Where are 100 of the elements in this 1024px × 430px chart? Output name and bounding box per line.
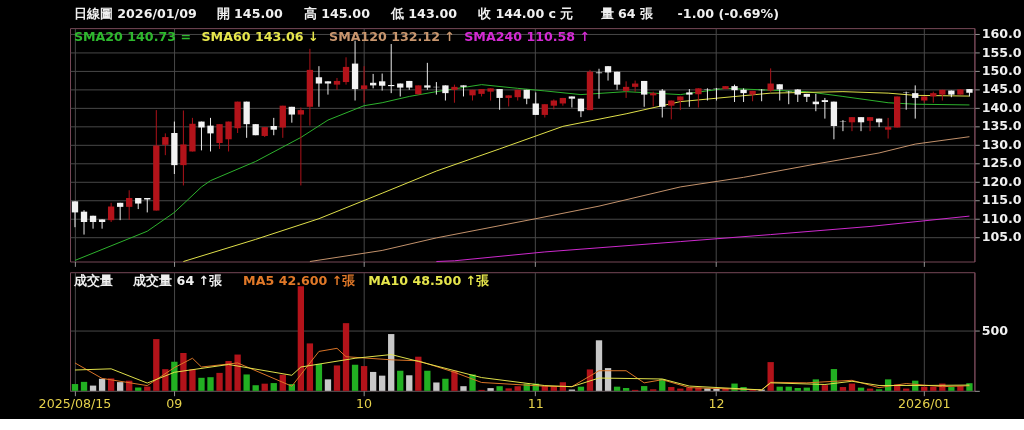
bar (622, 387, 630, 391)
bar (360, 366, 368, 391)
bar (424, 370, 431, 391)
candlestick (180, 110, 187, 186)
x-tick-label: 09 (166, 395, 183, 411)
candlestick (342, 56, 350, 86)
text: MA5 42.600 ↑張 (243, 272, 357, 288)
bar (794, 387, 801, 391)
candlestick (496, 88, 503, 111)
candlestick (207, 117, 214, 152)
candlestick (198, 121, 205, 151)
candlestick (622, 80, 630, 99)
candlestick (126, 189, 133, 221)
y-tick-label: 155.0 (981, 44, 1022, 60)
bar (117, 382, 124, 391)
candlestick (315, 65, 323, 108)
candlestick (80, 209, 88, 236)
y-tick-label: 145.0 (981, 81, 1022, 97)
bar (243, 374, 250, 391)
bar (342, 323, 350, 391)
candlestick (89, 215, 97, 230)
bar (225, 361, 232, 391)
y-tick-label: 135.0 (981, 118, 1022, 134)
bar (80, 381, 88, 391)
bar (216, 372, 223, 391)
y-tick-label: 125.0 (981, 155, 1022, 171)
candlestick (532, 91, 539, 116)
bar (821, 385, 829, 391)
candlestick (98, 218, 106, 230)
candlestick (595, 68, 603, 100)
candlestick (333, 77, 341, 91)
bar (324, 379, 332, 391)
candlestick (857, 116, 865, 132)
bar (442, 378, 449, 391)
bar (153, 339, 160, 391)
x-tick-label: 12 (708, 395, 725, 411)
bar (306, 343, 314, 391)
text: SMA20 140.73 = (73, 28, 191, 44)
bar (641, 386, 648, 391)
y-tick-label: 130.0 (981, 136, 1022, 152)
y-tick-label: 140.0 (981, 99, 1022, 115)
bar (487, 388, 494, 391)
bar (379, 375, 386, 391)
bar (89, 385, 97, 391)
bar (297, 286, 305, 391)
bar (803, 387, 810, 391)
bar (505, 388, 512, 391)
bar (388, 334, 395, 391)
candlestick (641, 80, 648, 108)
candlestick (243, 101, 250, 139)
candlestick (162, 132, 169, 156)
line-series (74, 84, 970, 261)
y-tick-label: 110.0 (981, 210, 1022, 226)
bar (433, 382, 440, 391)
bar (252, 385, 259, 391)
bar (514, 386, 521, 391)
line-series (435, 215, 970, 263)
text: SMA120 132.12 ↑ (329, 28, 455, 44)
bar (180, 352, 187, 391)
bar (460, 386, 467, 391)
text: -1.00 (-0.69%) (677, 6, 779, 22)
bar (839, 387, 847, 391)
bar (333, 365, 341, 391)
x-tick-label: 10 (356, 395, 373, 411)
bar (595, 340, 603, 391)
text: SMA240 110.58 ↑ (464, 28, 591, 44)
y-tick-label: 500 (981, 323, 1009, 339)
bar (71, 384, 79, 391)
candlestick (71, 200, 79, 228)
candlestick (451, 84, 458, 104)
bar (198, 377, 205, 391)
text: 日線圖 2026/01/09 (73, 6, 197, 22)
x-tick-label: 2026/01 (898, 395, 951, 411)
y-tick-label: 160.0 (981, 26, 1022, 42)
bar (496, 386, 503, 391)
bar (397, 370, 404, 391)
candlestick (848, 116, 856, 132)
candlestick (225, 121, 232, 152)
text: 開 145.00 (216, 6, 283, 22)
x-tick-label: 11 (527, 395, 544, 411)
candlestick (324, 80, 332, 96)
text: 高 145.00 (303, 6, 371, 22)
text: MA10 48.500 ↑張 (368, 272, 491, 288)
bar (668, 387, 675, 391)
bar (857, 387, 865, 391)
line-series (182, 91, 970, 263)
candlestick (297, 107, 305, 186)
text: 量 64 張 (599, 6, 654, 22)
text: SMA60 143.06 ↓ (201, 28, 319, 44)
candlestick (912, 84, 919, 120)
candlestick (568, 95, 576, 109)
bar (270, 383, 277, 391)
candlestick (866, 116, 874, 132)
bar (234, 354, 241, 391)
bar (848, 383, 856, 391)
text: 低 143.00 (389, 6, 458, 22)
bar (207, 377, 214, 391)
candlestick (279, 105, 286, 139)
candlestick (604, 65, 612, 82)
candlestick (107, 202, 115, 223)
